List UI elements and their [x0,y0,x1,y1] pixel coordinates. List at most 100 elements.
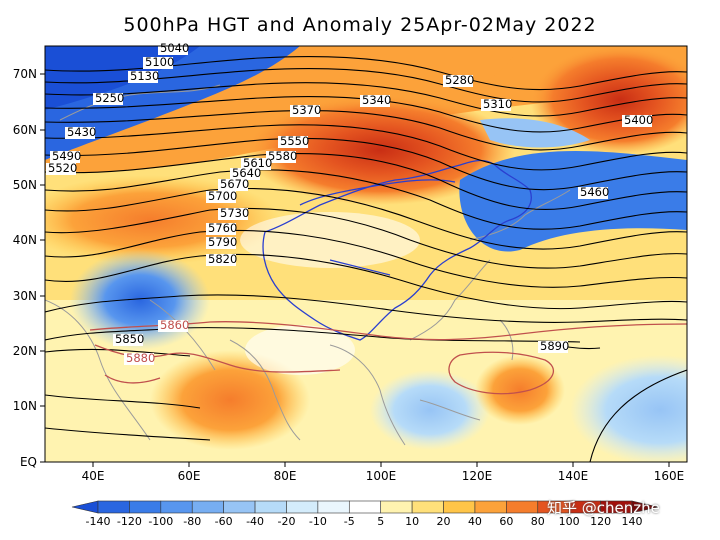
lon-label: 60E [178,469,201,483]
contour-label: 5580 [266,149,297,163]
colorbar-swatch [97,500,130,514]
colorbar-label: 20 [437,515,451,528]
contour-label: 5610 [241,156,272,170]
colorbar-label: 100 [559,515,580,528]
colorbar-label: -140 [86,515,111,528]
contour-label: 5760 [206,221,237,235]
colorbar-label: 60 [499,515,513,528]
map-frame [44,45,688,463]
lat-label: 50N [13,178,37,192]
colorbar-swatch [223,500,256,514]
svg-text:5340: 5340 [362,93,391,107]
latitude-labels: 70N 60N 50N 40N 30N 20N 10N EQ [13,67,37,469]
colorbar-label: 120 [590,515,611,528]
svg-text:5520: 5520 [48,161,77,175]
contour-label: 5370 [290,103,321,117]
colorbar-swatch [160,500,193,514]
colorbar-label: -40 [246,515,264,528]
svg-text:5550: 5550 [280,134,309,148]
svg-text:5790: 5790 [208,235,237,249]
colorbar-swatch [348,500,382,514]
colorbar-swatch [317,500,350,514]
contour-label: 5860 [158,318,189,332]
lon-label: 100E [366,469,397,483]
contour-label: 5730 [218,206,249,220]
longitude-labels: 40E 60E 80E 100E 120E 140E 160E [82,469,685,483]
contour-label: 5520 [46,161,77,175]
svg-text:5850: 5850 [115,332,144,346]
colorbar-end-right [631,500,659,514]
height-contours [45,56,687,462]
svg-text:5760: 5760 [208,221,237,235]
contour-label: 5130 [128,69,159,83]
svg-text:5700: 5700 [208,189,237,203]
svg-text:5400: 5400 [624,113,653,127]
colorbar-label: -120 [117,515,142,528]
colorbar-swatch [286,500,319,514]
colorbar-label: 140 [622,515,643,528]
contour-label: 5100 [143,55,174,69]
svg-text:5370: 5370 [292,103,321,117]
lat-label: 30N [13,289,37,303]
svg-text:5490: 5490 [52,149,81,163]
contour-label: 5850 [113,332,144,346]
contour-label: 5700 [206,189,237,203]
colorbar-swatch [443,500,476,514]
svg-text:5310: 5310 [483,97,512,111]
lon-label: 160E [654,469,685,483]
svg-text:5610: 5610 [243,156,272,170]
lat-label: 60N [13,123,37,137]
svg-text:5730: 5730 [220,206,249,220]
colorbar-swatch [129,500,162,514]
svg-text:5860: 5860 [160,318,189,332]
contour-label: 5040 [158,41,189,55]
colorbar-swatch [474,500,507,514]
contour-label: 5670 [218,177,249,191]
lat-label: 40N [13,233,37,247]
contour-label: 5550 [278,134,309,148]
svg-text:5460: 5460 [580,185,609,199]
colorbar-end-left [71,500,99,514]
contour-label: 5340 [360,93,391,107]
contour-label: 5640 [230,166,261,180]
contour-labels: 5040 5100 5130 5250 5280 5310 5340 5370 … [46,41,653,365]
anomaly-shading [45,46,687,462]
svg-text:5430: 5430 [67,125,96,139]
contour-label: 5880 [124,351,155,365]
lon-label: 40E [82,469,105,483]
coastlines [45,84,571,446]
tick-marks [40,73,670,467]
svg-text:5130: 5130 [130,69,159,83]
lat-label: 10N [13,399,37,413]
contour-label: 5890 [538,339,569,353]
svg-text:5040: 5040 [160,41,189,55]
colorbar-label: 10 [405,515,419,528]
contour-label: 5280 [443,73,474,87]
colorbar-label: 5 [377,515,384,528]
svg-text:5250: 5250 [95,91,124,105]
colorbar: -140 -120 -100 -80 -60 -40 -20 -10 -5 5 10 20 40 60 80… [71,500,659,528]
colorbar-label: -60 [215,515,233,528]
colorbar-label: 40 [468,515,482,528]
contour-label: 5790 [206,235,237,249]
colorbar-swatch [411,500,444,514]
contour-label: 5400 [622,113,653,127]
contour-label: 5310 [481,97,512,111]
colorbar-swatch [191,500,224,514]
lat-label: EQ [20,455,37,469]
svg-text:5820: 5820 [208,252,237,266]
colorbar-label: -80 [183,515,201,528]
contour-label: 5820 [206,252,237,266]
lon-label: 120E [462,469,493,483]
svg-text:5670: 5670 [220,177,249,191]
svg-text:5640: 5640 [232,166,261,180]
contour-label: 5250 [93,91,124,105]
lat-label: 20N [13,344,37,358]
colorbar-swatch [254,500,287,514]
contour-label: 5490 [50,149,81,163]
colorbar-swatch [380,500,413,514]
svg-text:5280: 5280 [445,73,474,87]
contour-label: 5430 [65,125,96,139]
contour-label: 5460 [578,185,609,199]
